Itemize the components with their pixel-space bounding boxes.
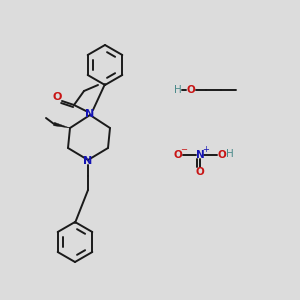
Text: H: H	[226, 149, 234, 159]
Text: O: O	[187, 85, 195, 95]
Text: O: O	[174, 150, 182, 160]
Text: O: O	[196, 167, 204, 177]
Text: O: O	[52, 92, 62, 102]
Text: H: H	[174, 85, 182, 95]
Text: O: O	[218, 150, 226, 160]
Text: −: −	[181, 146, 188, 154]
Text: N: N	[83, 156, 93, 166]
Text: N: N	[85, 109, 94, 119]
Text: +: +	[202, 146, 209, 154]
Polygon shape	[54, 122, 70, 128]
Text: N: N	[196, 150, 204, 160]
